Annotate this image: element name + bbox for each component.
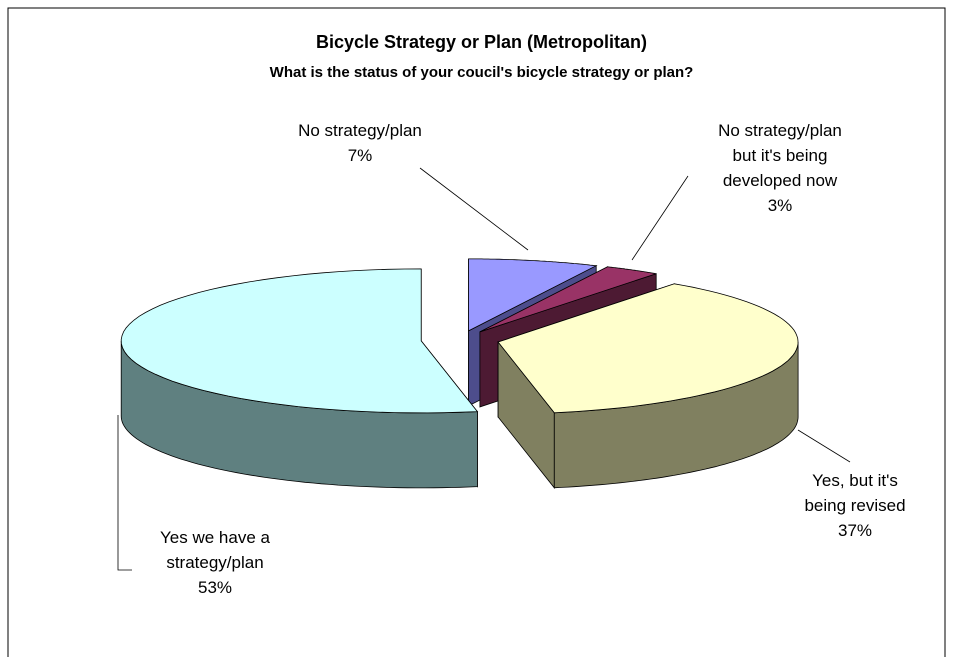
leader-line (419, 167, 529, 251)
label-category: Yes we have a strategy/plan (160, 528, 270, 572)
label-value: 7% (347, 146, 373, 165)
data-label: Yes, but it's being revised 37% (793, 468, 918, 543)
label-value: 53% (197, 578, 233, 597)
slice-top (468, 258, 598, 332)
leader-line (117, 415, 132, 571)
chart-subtitle: What is the status of your coucil's bicy… (269, 64, 694, 81)
label-value: 3% (767, 196, 793, 215)
slice-top (497, 283, 799, 414)
data-label: No strategy/plan 7% (275, 118, 445, 168)
slice-top (479, 266, 657, 333)
data-label: Yes we have a strategy/plan 53% (148, 525, 283, 600)
label-category: No strategy/plan but it's being develope… (718, 121, 842, 190)
slice-top (120, 268, 479, 414)
label-value: 37% (837, 521, 873, 540)
leader-line (797, 429, 851, 463)
pie-slice (497, 283, 799, 489)
label-category: No strategy/plan (298, 121, 422, 140)
pie-slice (120, 268, 479, 489)
data-label: No strategy/plan but it's being develope… (705, 118, 855, 218)
label-category: Yes, but it's being revised (804, 471, 906, 515)
frame (7, 7, 946, 657)
leader-line (631, 175, 689, 261)
chart-title: Bicycle Strategy or Plan (Metropolitan) (315, 32, 648, 52)
